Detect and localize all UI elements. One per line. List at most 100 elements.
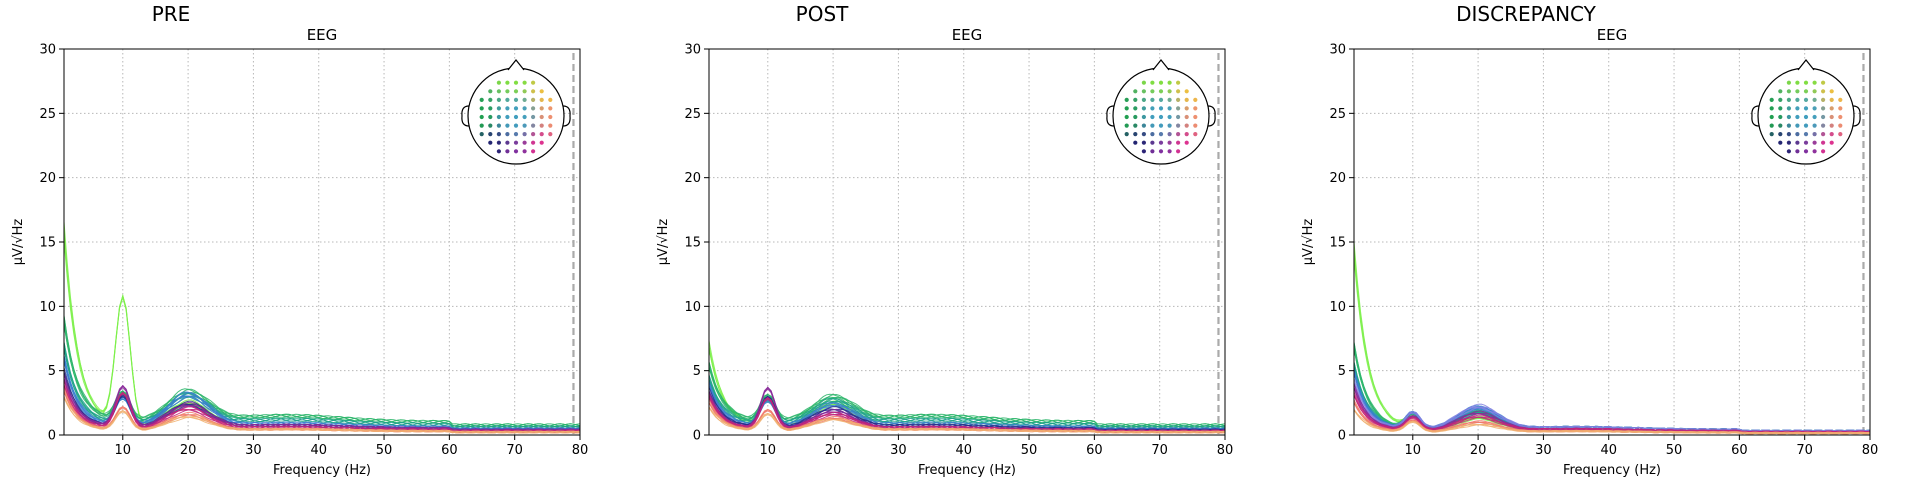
sensor-dot (1193, 114, 1198, 120)
sensor-dot (539, 140, 544, 145)
x-axis-label: Frequency (Hz) (1563, 463, 1661, 478)
sensor-dot (1795, 89, 1800, 94)
panel-title: DISCREPANCY (1456, 2, 1597, 26)
sensor-dot (1150, 97, 1155, 102)
sensor-dot (1176, 140, 1181, 145)
sensor-dot (513, 97, 519, 102)
sensor-dot (479, 106, 484, 111)
sensor-dot (1821, 123, 1826, 128)
tick-labels: 10 20 30 40 50 60 70 80 0 5 10 15 20 25 30 (1329, 43, 1878, 459)
y-tick-label: 0 (48, 429, 56, 444)
series-lines (63, 48, 581, 436)
x-tick-label: 10 (1405, 443, 1422, 458)
sensor-dot (505, 106, 510, 111)
sensor-dot (548, 106, 553, 111)
y-tick-label: 30 (1329, 43, 1346, 58)
sensor-dot (539, 132, 544, 137)
sensor-dot (1786, 123, 1791, 128)
sensor-dot (1829, 114, 1834, 120)
series-line (1353, 409, 1871, 435)
sensor-dot (531, 97, 536, 102)
sensor-dot (1821, 140, 1826, 145)
x-tick-label: 80 (572, 443, 589, 458)
sensor-dot (522, 140, 527, 145)
sensor-dot (1141, 89, 1146, 94)
y-tick-label: 5 (1338, 364, 1346, 379)
x-tick-label: 80 (1217, 443, 1234, 458)
x-tick-label: 60 (441, 443, 458, 458)
sensor-dot (1803, 97, 1809, 102)
sensor-dot (1133, 123, 1138, 128)
sensor-dot (1838, 123, 1843, 128)
sensor-dot (1795, 123, 1800, 128)
x-tick-label: 20 (1470, 443, 1487, 458)
x-tick-label: 80 (1862, 443, 1879, 458)
sensor-head-map (1106, 59, 1216, 165)
y-axis-label: µV/√Hz (656, 219, 671, 266)
y-tick-label: 10 (1329, 300, 1346, 315)
y-tick-label: 10 (39, 300, 56, 315)
y-tick-label: 0 (693, 429, 701, 444)
sensor-dot (505, 114, 510, 120)
sensor-dot (531, 132, 536, 137)
sensor-dot (1158, 140, 1164, 145)
sensor-dot (539, 106, 544, 111)
sensor-dot (531, 140, 536, 145)
x-tick-label: 10 (760, 443, 777, 458)
sensor-dot (1821, 114, 1826, 120)
sensor-dot (531, 114, 536, 120)
sensor-dot (1184, 89, 1189, 94)
sensor-dot (496, 140, 501, 145)
x-axis-label: Frequency (Hz) (273, 463, 371, 478)
sensor-dot (1150, 106, 1155, 111)
sensor-dot (1778, 106, 1783, 111)
tick-labels: 10 20 30 40 50 60 70 80 0 5 10 15 20 25 30 (684, 43, 1233, 459)
sensor-dot (1786, 114, 1791, 120)
sensor-dot (513, 149, 519, 154)
panel-title: POST (796, 2, 849, 26)
series-line (63, 316, 581, 428)
sensor-dot (1829, 106, 1834, 111)
sensor-dot (1150, 149, 1155, 154)
sensor-dot (1821, 89, 1826, 94)
y-tick-label: 25 (1329, 107, 1346, 122)
sensor-dot (1786, 149, 1791, 154)
sensor-dot (1769, 132, 1774, 137)
sensor-dot (1167, 114, 1172, 120)
x-tick-label: 50 (1021, 443, 1038, 458)
sensor-dot (539, 97, 544, 102)
sensor-dot (1193, 132, 1198, 137)
y-tick-label: 20 (1329, 171, 1346, 186)
sensor-dot (1167, 80, 1172, 85)
sensor-dot (1167, 123, 1172, 128)
sensor-dot (531, 106, 536, 111)
sensor-dot (505, 97, 510, 102)
series-line (708, 361, 1226, 428)
sensor-dot (1821, 106, 1826, 111)
sensor-dot (1803, 149, 1809, 154)
sensor-dot (1150, 132, 1155, 137)
sensor-dot (1150, 140, 1155, 145)
y-axis-label: µV/√Hz (1301, 219, 1316, 266)
y-tick-label: 30 (39, 43, 56, 58)
sensor-dot (1812, 140, 1817, 145)
sensor-dot (1812, 97, 1817, 102)
sensor-dot (522, 114, 527, 120)
sensor-dot (1193, 97, 1198, 102)
sensor-head-map (1751, 59, 1861, 165)
sensor-dot (1786, 97, 1791, 102)
sensor-dot (1838, 114, 1843, 120)
sensor-dot (1838, 132, 1843, 137)
sensor-dot (522, 97, 527, 102)
sensor-dot (505, 123, 510, 128)
sensor-dot (496, 149, 501, 154)
sensor-dot (479, 114, 484, 120)
sensor-dot (1838, 97, 1843, 102)
sensor-dot (1133, 97, 1138, 102)
head-ear-right (1207, 105, 1216, 127)
head-nose (1797, 59, 1815, 71)
sensor-dot (1141, 132, 1146, 137)
sensor-dot (1812, 123, 1817, 128)
sensor-dot (488, 114, 493, 120)
